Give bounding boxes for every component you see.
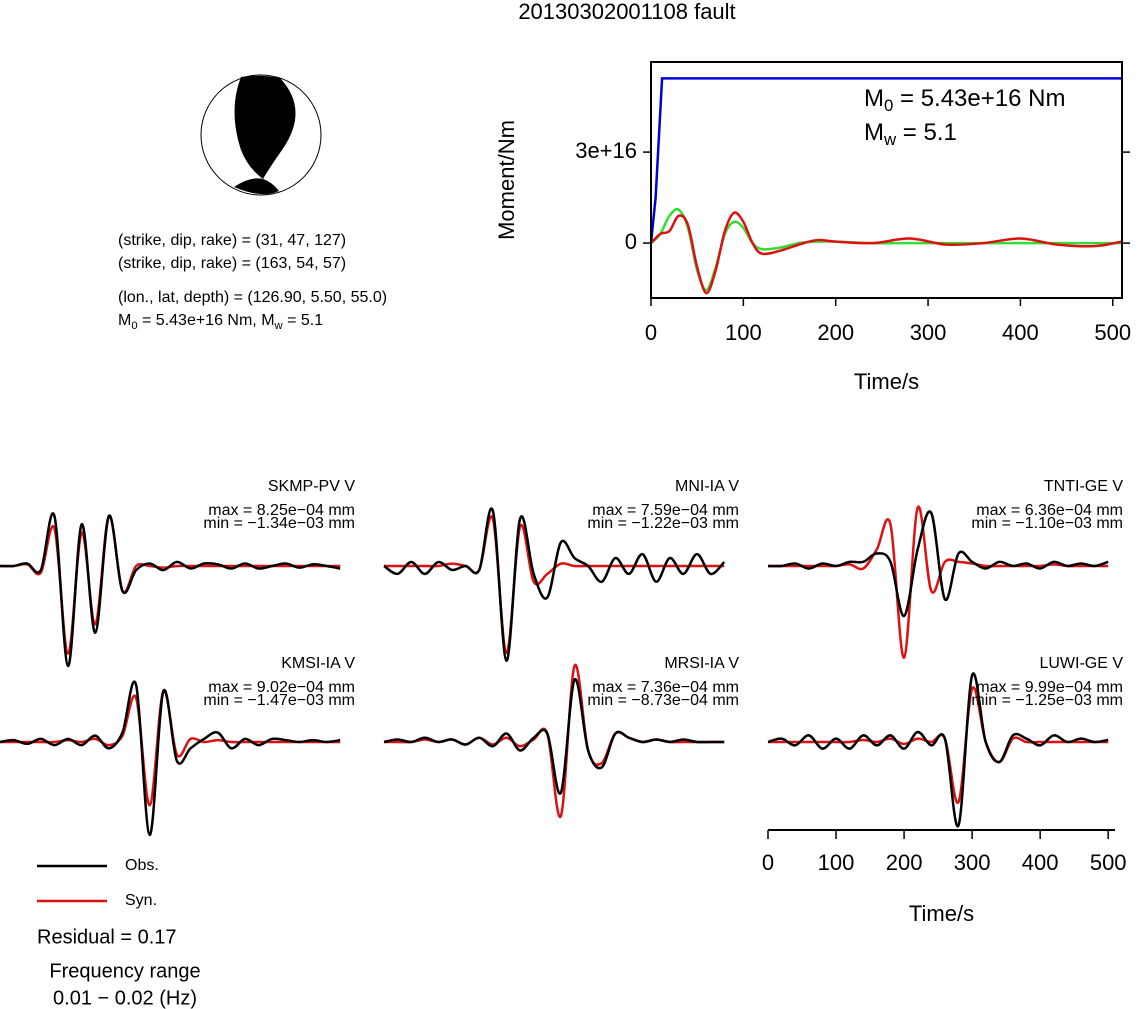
x-tick-label: 0 [645, 320, 657, 345]
text-part: 0 [131, 320, 137, 332]
observed-trace [767, 672, 1109, 828]
legend-label: Syn. [125, 892, 157, 909]
max-label: max = 7.36e−04 mm [592, 679, 739, 696]
max-label: max = 8.25e−04 mm [208, 502, 355, 519]
text-part: = 5.43e+16 Nm, M [138, 312, 275, 329]
x-tick-label: 200 [886, 850, 923, 875]
min-label: min = −1.47e−03 mm [203, 692, 355, 709]
station-label: LUWI-GE V [1039, 655, 1123, 672]
min-label: min = −1.25e−03 mm [971, 692, 1123, 709]
plot-frame [650, 61, 1123, 299]
x-tick-label: 0 [762, 850, 774, 875]
synthetic-trace [383, 515, 725, 655]
text-part: 0 [884, 97, 893, 116]
station-label: KMSI-IA V [281, 655, 355, 672]
text-part: = 5.1 [283, 312, 324, 329]
x-tick-label: 100 [818, 850, 855, 875]
station-label: SKMP-PV V [268, 478, 355, 495]
text-part: w [883, 131, 897, 150]
moment-annotation: Mw = 5.1 [864, 119, 957, 149]
moment-curve [649, 77, 1122, 244]
figure-title: 20130302001108 fault [518, 0, 735, 24]
y-axis-label: Moment/Nm [494, 120, 519, 240]
min-label: min = −1.10e−03 mm [971, 515, 1123, 532]
x-tick-label: 100 [725, 320, 762, 345]
moment-line: M0 = 5.43e+16 Nm, Mw = 5.1 [118, 312, 323, 332]
x-tick-label: 400 [1002, 320, 1039, 345]
max-label: max = 9.99e−04 mm [976, 679, 1123, 696]
observed-trace [383, 507, 726, 662]
min-label: min = −8.73e−04 mm [587, 692, 739, 709]
x-tick-label: 300 [910, 320, 947, 345]
moment-annotation: M0 = 5.43e+16 Nm [864, 85, 1065, 115]
station-label: MNI-IA V [675, 478, 739, 495]
frequency-title: Frequency range [49, 960, 200, 982]
station-label: MRSI-IA V [664, 655, 739, 672]
min-label: min = −1.22e−03 mm [587, 515, 739, 532]
text-part: = 5.1 [896, 119, 957, 146]
x-tick-label: 400 [1022, 850, 1059, 875]
x-tick-label: 500 [1090, 850, 1127, 875]
legend-label: Obs. [125, 857, 159, 874]
frequency-range: 0.01 − 0.02 (Hz) [53, 987, 197, 1009]
x-tick-label: 200 [817, 320, 854, 345]
max-label: max = 7.59e−04 mm [592, 502, 739, 519]
x-axis-label: Time/s [854, 369, 919, 394]
y-tick-label: 3e+16 [575, 138, 637, 163]
observed-trace [767, 510, 1109, 618]
x-axis-label: Time/s [909, 901, 974, 926]
mechanism-line: (strike, dip, rake) = (163, 54, 57) [118, 255, 346, 272]
beachball [200, 74, 322, 196]
observed-trace [0, 512, 341, 668]
text-part: M [118, 312, 131, 329]
synthetic-trace [0, 514, 341, 655]
observed-trace [0, 680, 341, 837]
x-tick-label: 300 [954, 850, 991, 875]
observed-trace [383, 678, 725, 795]
station-label: TNTI-GE V [1044, 478, 1123, 495]
y-tick-label: 0 [625, 229, 637, 254]
min-label: min = −1.34e−03 mm [203, 515, 355, 532]
residual: Residual = 0.17 [37, 926, 177, 948]
max-label: max = 6.36e−04 mm [976, 502, 1123, 519]
mechanism-line: (lon., lat, depth) = (126.90, 5.50, 55.0… [118, 289, 387, 306]
text-part: w [274, 320, 284, 332]
text-part: = 5.43e+16 Nm [893, 85, 1065, 112]
max-label: max = 9.02e−04 mm [208, 679, 355, 696]
text-part: M [864, 119, 884, 146]
moment-curve [650, 211, 1123, 295]
x-tick-label: 500 [1094, 320, 1131, 345]
mechanism-line: (strike, dip, rake) = (31, 47, 127) [118, 232, 346, 249]
text-part: M [864, 85, 884, 112]
